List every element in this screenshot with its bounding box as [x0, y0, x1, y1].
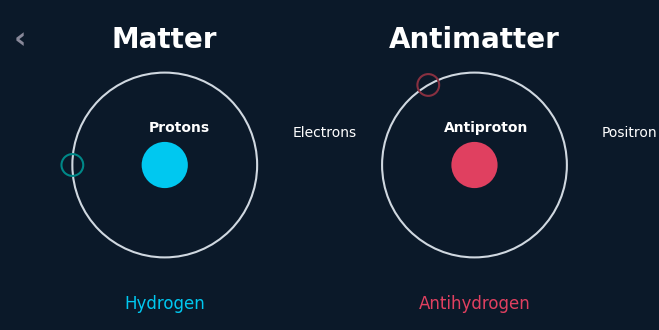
Text: Electrons: Electrons: [292, 126, 357, 140]
Circle shape: [142, 142, 188, 188]
Text: Antimatter: Antimatter: [389, 26, 560, 54]
Text: ‹: ‹: [13, 25, 26, 54]
Circle shape: [451, 142, 498, 188]
Text: Hydrogen: Hydrogen: [125, 295, 205, 313]
Text: Protons: Protons: [149, 121, 210, 135]
Text: Antihydrogen: Antihydrogen: [418, 295, 530, 313]
Text: Positron: Positron: [602, 126, 658, 140]
Text: Matter: Matter: [112, 26, 217, 54]
Text: Antiproton: Antiproton: [444, 121, 529, 135]
